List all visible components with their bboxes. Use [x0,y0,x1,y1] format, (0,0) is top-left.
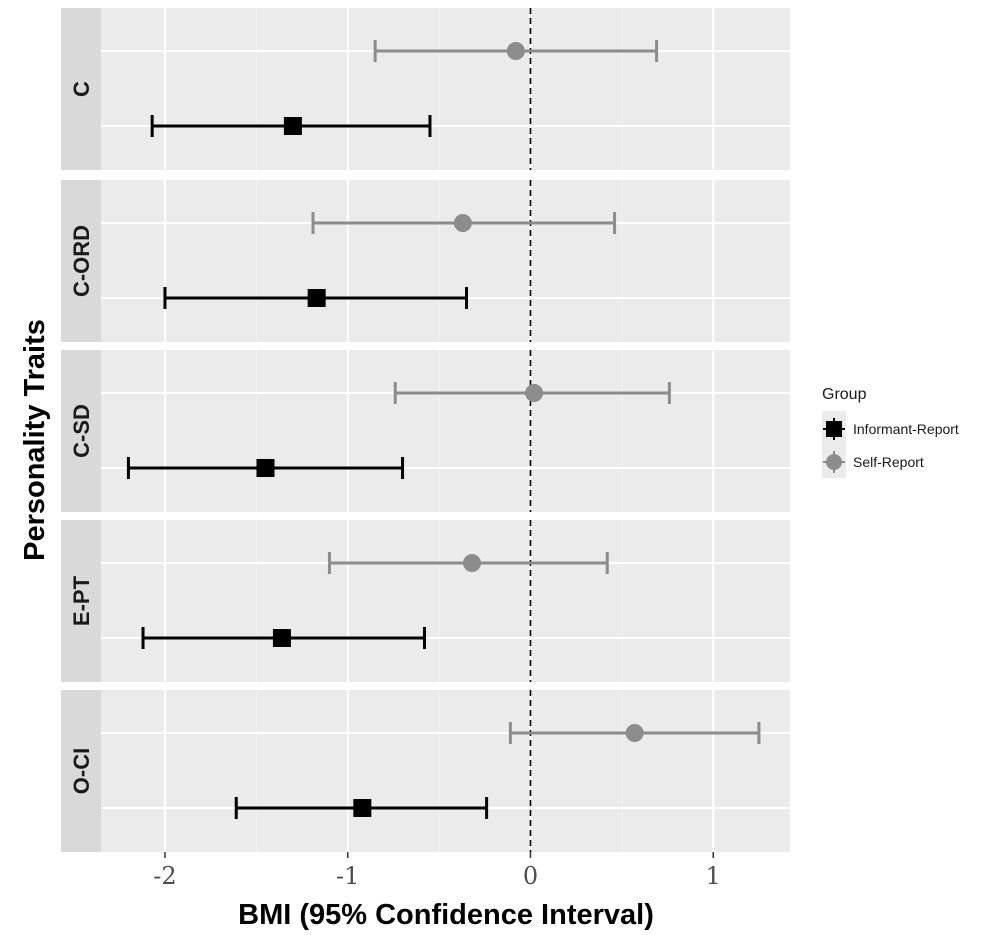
x-tick-label: 0 [523,862,538,890]
estimate-self-report [327,552,609,574]
legend-key-marker [826,454,842,470]
legend-entry-self-report: Self-Report [823,451,924,473]
legend-label: Informant-Report [853,421,959,437]
panel-c-ord: C-ORD [61,180,790,342]
estimate-informant-report [126,457,405,479]
panel-background [101,180,790,342]
panel-strip [61,690,101,852]
panel-strip-label: E-PT [69,575,94,626]
panel-o-ci: O-CI [61,690,790,852]
x-axis-title: BMI (95% Confidence Interval) [238,899,654,931]
x-axis: -2 -1 0 1 [153,852,721,890]
x-tick-label: -1 [336,862,359,890]
panel-e-pt: E-PT [61,520,790,682]
panel-background [101,520,790,682]
x-tick-label: 1 [706,862,721,890]
panel-c: C [61,8,790,170]
point-marker [307,289,326,307]
panel-strip [61,350,101,512]
estimate-self-report [508,722,761,744]
x-tick-label: -2 [153,862,176,890]
point-marker [625,724,644,742]
panel-strip-label: O-CI [69,748,94,794]
point-marker [272,629,291,647]
point-marker [453,214,472,232]
point-marker [463,554,481,572]
estimate-self-report [373,40,659,62]
estimate-informant-report [234,797,489,819]
legend-label: Self-Report [853,454,924,470]
panel-strip [61,180,101,342]
panel-strip [61,8,101,170]
panel-c-sd: C-SD [61,350,790,512]
point-marker [256,459,275,477]
panel-strip-label: C-SD [69,404,94,458]
point-marker [525,384,544,402]
panel-background [101,8,790,170]
panel-strip-label: C-ORD [69,225,94,297]
point-marker [283,117,302,135]
panel-strip-label: C [69,81,94,97]
estimate-informant-report [163,287,469,309]
legend-title: Group [822,386,867,403]
point-marker [506,42,525,60]
estimate-informant-report [150,115,432,137]
panel-background [101,690,790,852]
y-axis-title: Personality Traits [19,319,51,561]
estimate-self-report [311,212,617,234]
legend-entry-informant-report: Informant-Report [823,418,959,440]
point-marker [353,799,372,817]
panel-strip [61,520,101,682]
legend: Group Informant-Report Self-Report [822,386,959,478]
panels-layer: C C-ORD C-SD E-PT O-CI [61,8,790,852]
legend-key-marker [826,421,842,437]
estimate-self-report [393,382,671,404]
estimate-informant-report [141,627,426,649]
panel-background [101,350,790,512]
